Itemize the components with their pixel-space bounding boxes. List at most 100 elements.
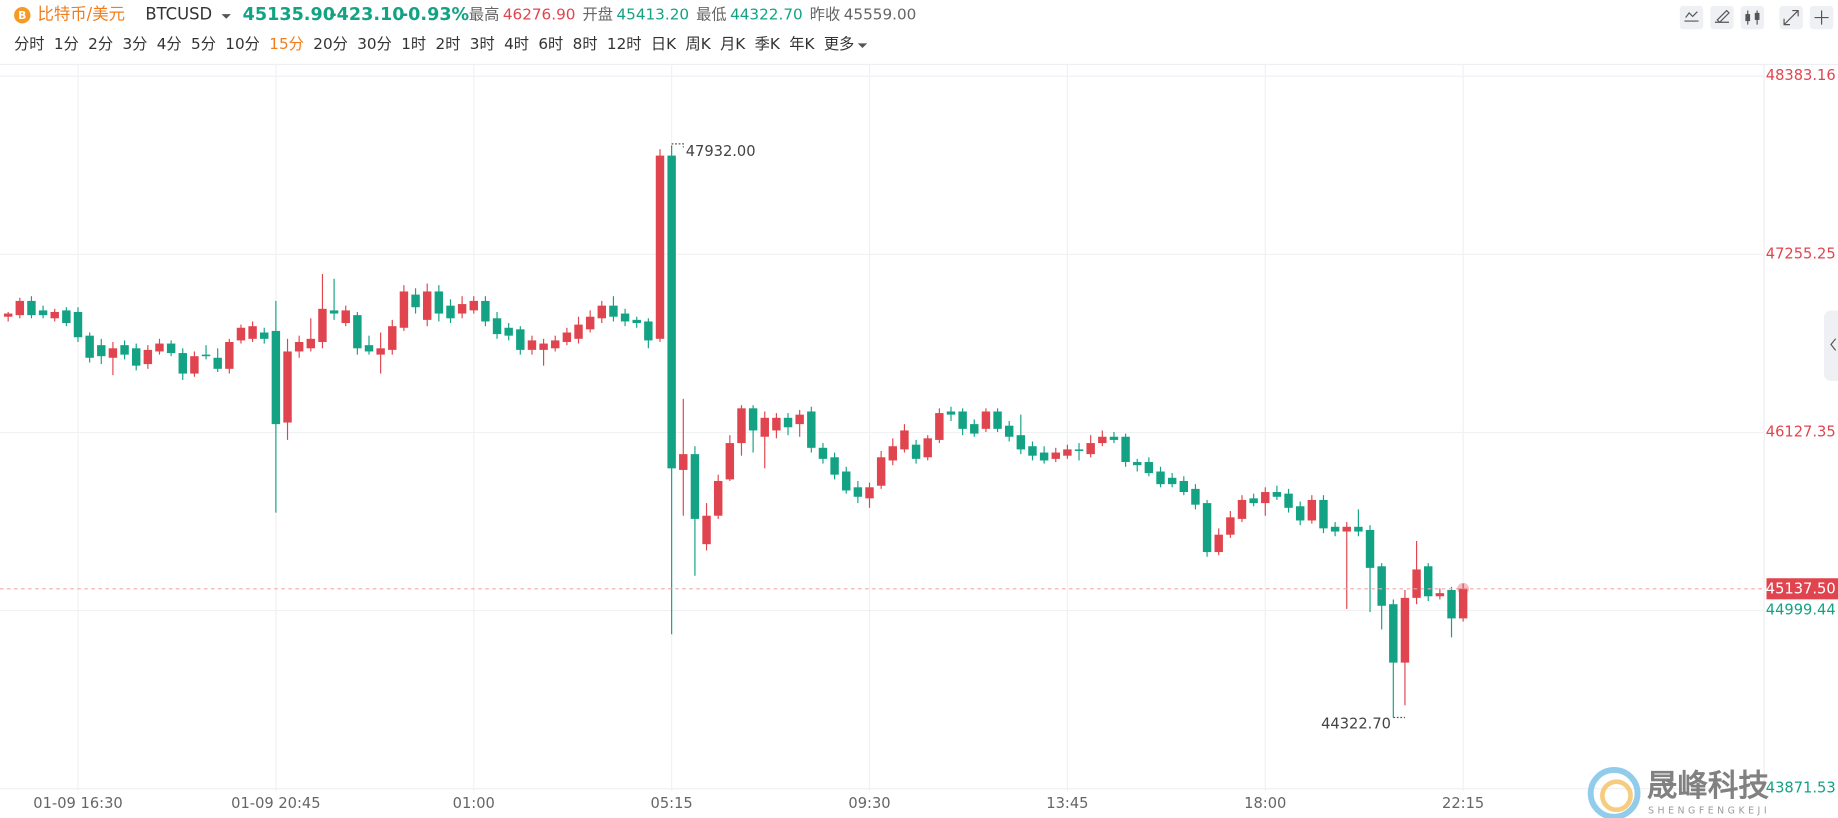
candle-body bbox=[970, 424, 979, 434]
tool-button[interactable] bbox=[1679, 5, 1704, 30]
tool-button[interactable] bbox=[1740, 5, 1765, 30]
x-tick-label: 01:00 bbox=[453, 795, 495, 812]
candle-body bbox=[923, 438, 932, 458]
candle-body bbox=[865, 487, 874, 499]
candle-body bbox=[306, 338, 316, 349]
candle-body bbox=[655, 155, 665, 339]
candle-body bbox=[446, 305, 455, 319]
candle-body bbox=[667, 155, 676, 469]
timeframe[interactable]: 2分 bbox=[88, 35, 113, 53]
candle-body bbox=[1086, 443, 1095, 455]
candle-body bbox=[1365, 529, 1375, 568]
candle-body bbox=[329, 310, 339, 314]
x-tick-label: 18:00 bbox=[1244, 795, 1286, 812]
stat-value: 46276.90 bbox=[503, 6, 576, 24]
candle-body bbox=[1144, 462, 1154, 474]
stat-value: 45413.20 bbox=[616, 6, 689, 24]
candles: 47932.00 44322.70 45137.50 bbox=[0, 143, 1838, 733]
candle-body bbox=[504, 327, 513, 336]
stat-label: 昨收 bbox=[810, 6, 840, 24]
candle-body bbox=[609, 305, 618, 317]
candle-body bbox=[900, 430, 909, 450]
candle-body bbox=[469, 300, 478, 311]
coin-glyph: B bbox=[18, 10, 26, 22]
y-tick-label: 48383.16 bbox=[1766, 67, 1836, 84]
timeframe[interactable]: 4分 bbox=[157, 35, 182, 53]
candle-body bbox=[958, 411, 967, 429]
stat-label: 最低 bbox=[696, 6, 726, 24]
candle-body bbox=[38, 310, 48, 316]
timeframe[interactable]: 季K bbox=[755, 35, 781, 53]
timeframe[interactable]: 更多 bbox=[824, 35, 854, 53]
candle-body bbox=[1179, 480, 1189, 493]
candle-body bbox=[225, 341, 234, 369]
timeframe[interactable]: 15分 bbox=[269, 35, 304, 53]
candle-body bbox=[1458, 588, 1468, 619]
timeframe[interactable]: 10分 bbox=[225, 35, 260, 53]
candle-body bbox=[993, 411, 1002, 429]
candle-body bbox=[120, 345, 129, 355]
timeframe[interactable]: 12时 bbox=[607, 35, 642, 53]
candle-body bbox=[1109, 436, 1119, 440]
candle-body bbox=[551, 340, 560, 349]
candle-body bbox=[50, 311, 59, 319]
candle-body bbox=[574, 324, 583, 339]
timeframe[interactable]: 年K bbox=[789, 35, 815, 53]
price: 45135.90 bbox=[243, 5, 335, 25]
candle-body bbox=[1284, 493, 1293, 508]
candle-body bbox=[1202, 503, 1212, 553]
y-tick-label: 44999.44 bbox=[1766, 602, 1836, 619]
candle-body bbox=[283, 351, 292, 423]
symbol-dropdown[interactable] bbox=[221, 14, 231, 19]
stat-value: 45559.00 bbox=[844, 6, 917, 24]
candle-body bbox=[1133, 462, 1142, 466]
candle-body bbox=[597, 305, 607, 319]
timeframe[interactable]: 3时 bbox=[470, 35, 495, 53]
candle-body bbox=[748, 408, 758, 431]
timeframe[interactable]: 周K bbox=[685, 35, 711, 53]
candle-body bbox=[481, 300, 490, 322]
timeframes: 分时 1分 2分 3分 4分 5分 10分 15分 20分 30分 1时 2时 3时 4时 6时 8时 12时日… bbox=[14, 35, 868, 53]
candle-body bbox=[434, 291, 444, 314]
candle-body bbox=[155, 343, 164, 352]
symbol[interactable]: BTCUSD bbox=[145, 5, 212, 24]
timeframe[interactable]: 月K bbox=[720, 35, 746, 53]
timeframe[interactable]: 30分 bbox=[357, 35, 392, 53]
candle-body bbox=[713, 480, 723, 516]
candle-body bbox=[201, 354, 211, 357]
timeframe[interactable]: 分时 bbox=[14, 35, 44, 53]
candle-body bbox=[644, 321, 653, 341]
timeframe[interactable]: 4时 bbox=[504, 35, 529, 53]
timeframe[interactable]: 8时 bbox=[573, 35, 598, 53]
side-tab[interactable] bbox=[1823, 310, 1838, 381]
candle-body bbox=[888, 446, 898, 461]
timeframe[interactable]: 5分 bbox=[191, 35, 216, 53]
candle-body bbox=[85, 335, 94, 358]
candle-body bbox=[1039, 452, 1049, 461]
candle-body bbox=[853, 487, 863, 497]
watermark: 晟峰科技 SHENGFENGKEJI bbox=[1587, 767, 1769, 818]
candle-body bbox=[795, 414, 804, 425]
timeframe[interactable]: 日K bbox=[651, 35, 677, 53]
candle-body bbox=[1354, 526, 1363, 532]
tool-icon bbox=[1754, 12, 1760, 20]
candle-body bbox=[97, 345, 106, 357]
high-annotation-line bbox=[671, 143, 684, 148]
timeframe[interactable]: 1分 bbox=[54, 35, 79, 53]
candle-body bbox=[1377, 566, 1386, 606]
candle-body bbox=[1214, 534, 1223, 553]
timeframe[interactable]: 3分 bbox=[122, 35, 147, 53]
tool-button[interactable] bbox=[1710, 5, 1734, 30]
candle-body bbox=[1400, 597, 1410, 663]
candle-body bbox=[620, 313, 630, 322]
y-tick-label: 43871.53 bbox=[1766, 780, 1836, 797]
candle-body bbox=[353, 315, 362, 349]
timeframe[interactable]: 20分 bbox=[313, 35, 348, 53]
timeframe[interactable]: 1时 bbox=[401, 35, 426, 53]
timeframe[interactable]: 6时 bbox=[538, 35, 563, 53]
timeframe[interactable]: 2时 bbox=[436, 35, 461, 53]
candle-body bbox=[271, 330, 281, 425]
timeframe-dropdown[interactable] bbox=[857, 43, 868, 49]
candle-body bbox=[108, 348, 118, 358]
toolbar bbox=[1679, 5, 1834, 30]
